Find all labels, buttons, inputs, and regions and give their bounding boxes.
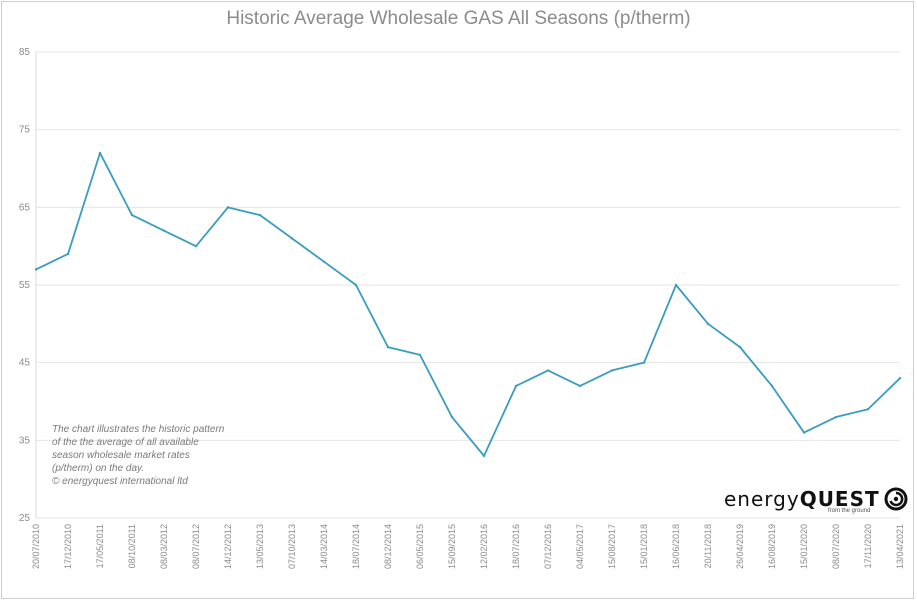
data-point [898, 377, 902, 380]
x-tick-label: 18/07/2016 [511, 524, 521, 569]
data-point [322, 260, 326, 263]
logo-tagline: from the ground [828, 508, 871, 514]
y-tick-label: 75 [19, 125, 31, 136]
data-point [802, 431, 806, 434]
chart-note: The chart illustrates the historic patte… [52, 423, 312, 488]
x-tick-label: 20/11/2018 [703, 524, 713, 568]
note-line: © energyquest international ltd [52, 476, 188, 487]
data-point [386, 345, 390, 349]
data-point [610, 369, 614, 372]
logo-word-bold: QUEST [799, 487, 880, 511]
chart-title: Historic Average Wholesale GAS All Seaso… [226, 8, 691, 29]
data-point [482, 454, 486, 458]
note-line: of the the average of all available [52, 437, 199, 448]
x-tick-label: 17/05/2011 [95, 524, 105, 568]
x-tick-label: 18/07/2014 [351, 524, 361, 569]
data-point [194, 244, 198, 248]
data-point [578, 384, 582, 388]
x-tick-label: 16/08/2019 [767, 524, 777, 569]
note-line: season wholesale market rates [52, 450, 190, 461]
energyquest-logo: energyQUEST from the ground [724, 484, 908, 514]
x-tick-label: 17/11/2020 [863, 524, 873, 568]
data-point [642, 361, 646, 364]
data-point [162, 229, 166, 232]
series-line [35, 152, 901, 457]
note-line: The chart illustrates the historic patte… [52, 424, 225, 435]
data-point [706, 322, 710, 326]
logo-wordmark: energyQUEST [724, 487, 880, 511]
y-tick-label: 35 [19, 435, 31, 446]
y-axis-ticks: 25 35 45 55 65 75 85 [19, 47, 31, 524]
x-tick-label: 15/09/2015 [447, 524, 457, 569]
x-tick-label: 08/07/2020 [831, 524, 841, 569]
data-point [354, 283, 358, 287]
x-tick-label: 17/12/2010 [63, 524, 73, 569]
x-tick-label: 20/07/2010 [31, 524, 41, 569]
x-axis-ticks: 20/07/2010 17/12/2010 17/05/2011 08/10/2011… [31, 524, 905, 569]
data-point [514, 384, 518, 388]
data-point [34, 268, 38, 271]
data-point [450, 415, 454, 419]
y-tick-label: 65 [19, 202, 31, 213]
x-tick-label: 06/05/2015 [415, 524, 425, 569]
x-tick-label: 07/12/2016 [543, 524, 553, 569]
logo-word-light: energy [724, 487, 800, 511]
data-point [290, 237, 294, 240]
x-tick-label: 08/07/2012 [191, 524, 201, 569]
x-tick-label: 15/01/2018 [639, 524, 649, 569]
y-tick-label: 55 [19, 280, 31, 291]
y-tick-label: 45 [19, 358, 31, 369]
series-lines [34, 151, 902, 458]
swirl-icon [884, 487, 908, 511]
data-point [770, 384, 774, 388]
data-point [834, 415, 838, 419]
data-point [226, 206, 230, 209]
x-tick-label: 07/10/2013 [287, 524, 297, 569]
y-tick-label: 25 [19, 513, 31, 524]
data-point [546, 369, 550, 372]
x-tick-label: 15/08/2017 [607, 524, 617, 569]
data-point [738, 345, 742, 349]
x-tick-label: 26/04/2019 [735, 524, 745, 569]
x-tick-label: 08/03/2012 [159, 524, 169, 569]
x-tick-label: 04/05/2017 [575, 524, 585, 569]
data-point [66, 252, 70, 256]
data-point [258, 213, 262, 217]
x-tick-label: 16/06/2018 [671, 524, 681, 569]
data-point [418, 353, 422, 357]
x-tick-label: 14/12/2012 [223, 524, 233, 569]
x-tick-label: 13/04/2021 [895, 524, 905, 569]
x-tick-label: 14/03/2014 [319, 524, 329, 569]
x-tick-label: 08/10/2011 [127, 524, 137, 568]
x-tick-label: 13/05/2013 [255, 524, 265, 569]
data-point [98, 151, 102, 155]
x-tick-label: 15/01/2020 [799, 524, 809, 569]
data-point [130, 213, 134, 217]
x-tick-label: 08/12/2014 [383, 524, 393, 569]
y-tick-label: 85 [19, 47, 31, 58]
data-point [866, 408, 870, 411]
x-tick-label: 12/02/2016 [479, 524, 489, 569]
data-point [674, 283, 678, 287]
note-line: (p/therm) on the day. [52, 463, 145, 474]
gridlines [35, 51, 900, 519]
